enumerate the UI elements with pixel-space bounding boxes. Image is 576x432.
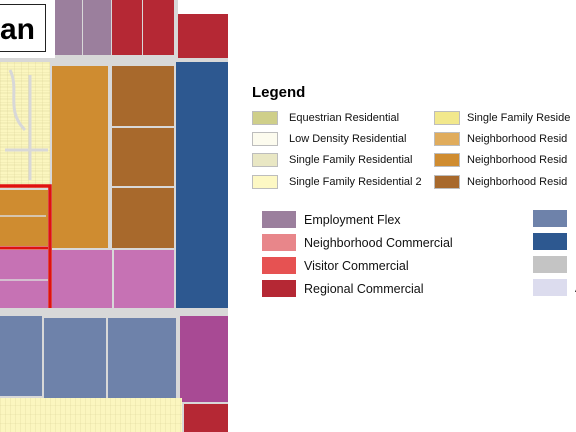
planning-boundary [0, 184, 52, 308]
neighborhood-commercial-parcel [52, 250, 112, 308]
regional-commercial-parcel [112, 0, 142, 55]
legend-label: Low Density Residential [289, 132, 407, 145]
legend-swatch [252, 110, 278, 125]
legend-heading: Legend [252, 84, 306, 101]
legend-swatch [262, 257, 296, 274]
commercial-parcel [180, 316, 228, 402]
neighborhood-residential-parcel [52, 66, 108, 248]
legend-panel: Legend Equestrian Residential Low Densit… [228, 0, 576, 432]
legend-label: Equestrian Residential [289, 111, 400, 124]
neighborhood-residential-parcel [0, 190, 48, 246]
legend-item: Neighborhood Resid [434, 130, 567, 147]
legend-swatch [262, 211, 296, 228]
legend-swatch [533, 210, 567, 227]
legend-item: Single Family Reside [434, 109, 570, 126]
legend-swatch [533, 256, 567, 273]
regional-commercial-parcel [143, 0, 174, 55]
high-density-parcel [0, 316, 42, 396]
legend-item: Low Density Residential [252, 130, 406, 147]
legend-label: Visitor Commercial [304, 258, 409, 273]
legend-item: Employment Flex [262, 211, 401, 228]
legend-label: Regional Commercial [304, 281, 424, 296]
legend-item: Equestrian Residential [252, 109, 399, 126]
legend-label: Single Family Reside [467, 111, 571, 124]
legend-item: A [533, 279, 576, 296]
legend-label: Employment Flex [304, 212, 401, 227]
legend-swatch [533, 279, 567, 296]
map-title: an [0, 13, 36, 46]
legend-label: Neighborhood Resid [467, 175, 568, 188]
legend-swatch [252, 152, 278, 167]
legend-item: Single Family Residential 2 [252, 173, 422, 190]
legend-swatch [434, 131, 460, 146]
legend-label: Single Family Residential [289, 153, 413, 166]
legend-swatch [434, 110, 460, 125]
regional-commercial-parcel [184, 404, 228, 432]
education-parcel [176, 62, 228, 310]
legend-label: Single Family Residential 2 [289, 175, 422, 188]
regional-commercial-parcel [178, 14, 228, 58]
legend-swatch [262, 234, 296, 251]
employment-flex-parcel [55, 0, 82, 55]
neighborhood-residential-parcel [112, 188, 174, 248]
legend-item: Visitor Commercial [262, 257, 409, 274]
legend-item: Single Family Residential [252, 151, 413, 168]
neighborhood-commercial-parcel [0, 250, 48, 308]
legend-swatch [252, 131, 278, 146]
legend-item: E [533, 233, 576, 250]
legend-swatch [262, 280, 296, 297]
neighborhood-residential-parcel [112, 128, 174, 186]
legend-item: H [533, 210, 576, 227]
map-title-box: an [0, 4, 46, 52]
legend-swatch [533, 233, 567, 250]
neighborhood-residential-parcel [112, 66, 174, 126]
legend-swatch [252, 174, 278, 189]
high-density-parcel [108, 318, 176, 400]
employment-flex-parcel [83, 0, 111, 55]
single-family-residential-2-area [0, 398, 182, 432]
legend-label: Neighborhood Commercial [304, 235, 453, 250]
legend-swatch [434, 174, 460, 189]
legend-item: I [533, 256, 576, 273]
map-canvas [0, 0, 228, 432]
legend-label: Neighborhood Resid [467, 132, 568, 145]
legend-item: Neighborhood Commercial [262, 234, 453, 251]
neighborhood-commercial-parcel [114, 250, 174, 308]
high-density-parcel [44, 318, 106, 398]
legend-label: Neighborhood Resid [467, 153, 568, 166]
legend-item: Neighborhood Resid [434, 173, 567, 190]
single-family-residential-2-area [0, 62, 50, 188]
legend-swatch [434, 152, 460, 167]
land-use-map: an [0, 0, 228, 432]
legend-item: Regional Commercial [262, 280, 424, 297]
legend-item: Neighborhood Resid [434, 151, 567, 168]
